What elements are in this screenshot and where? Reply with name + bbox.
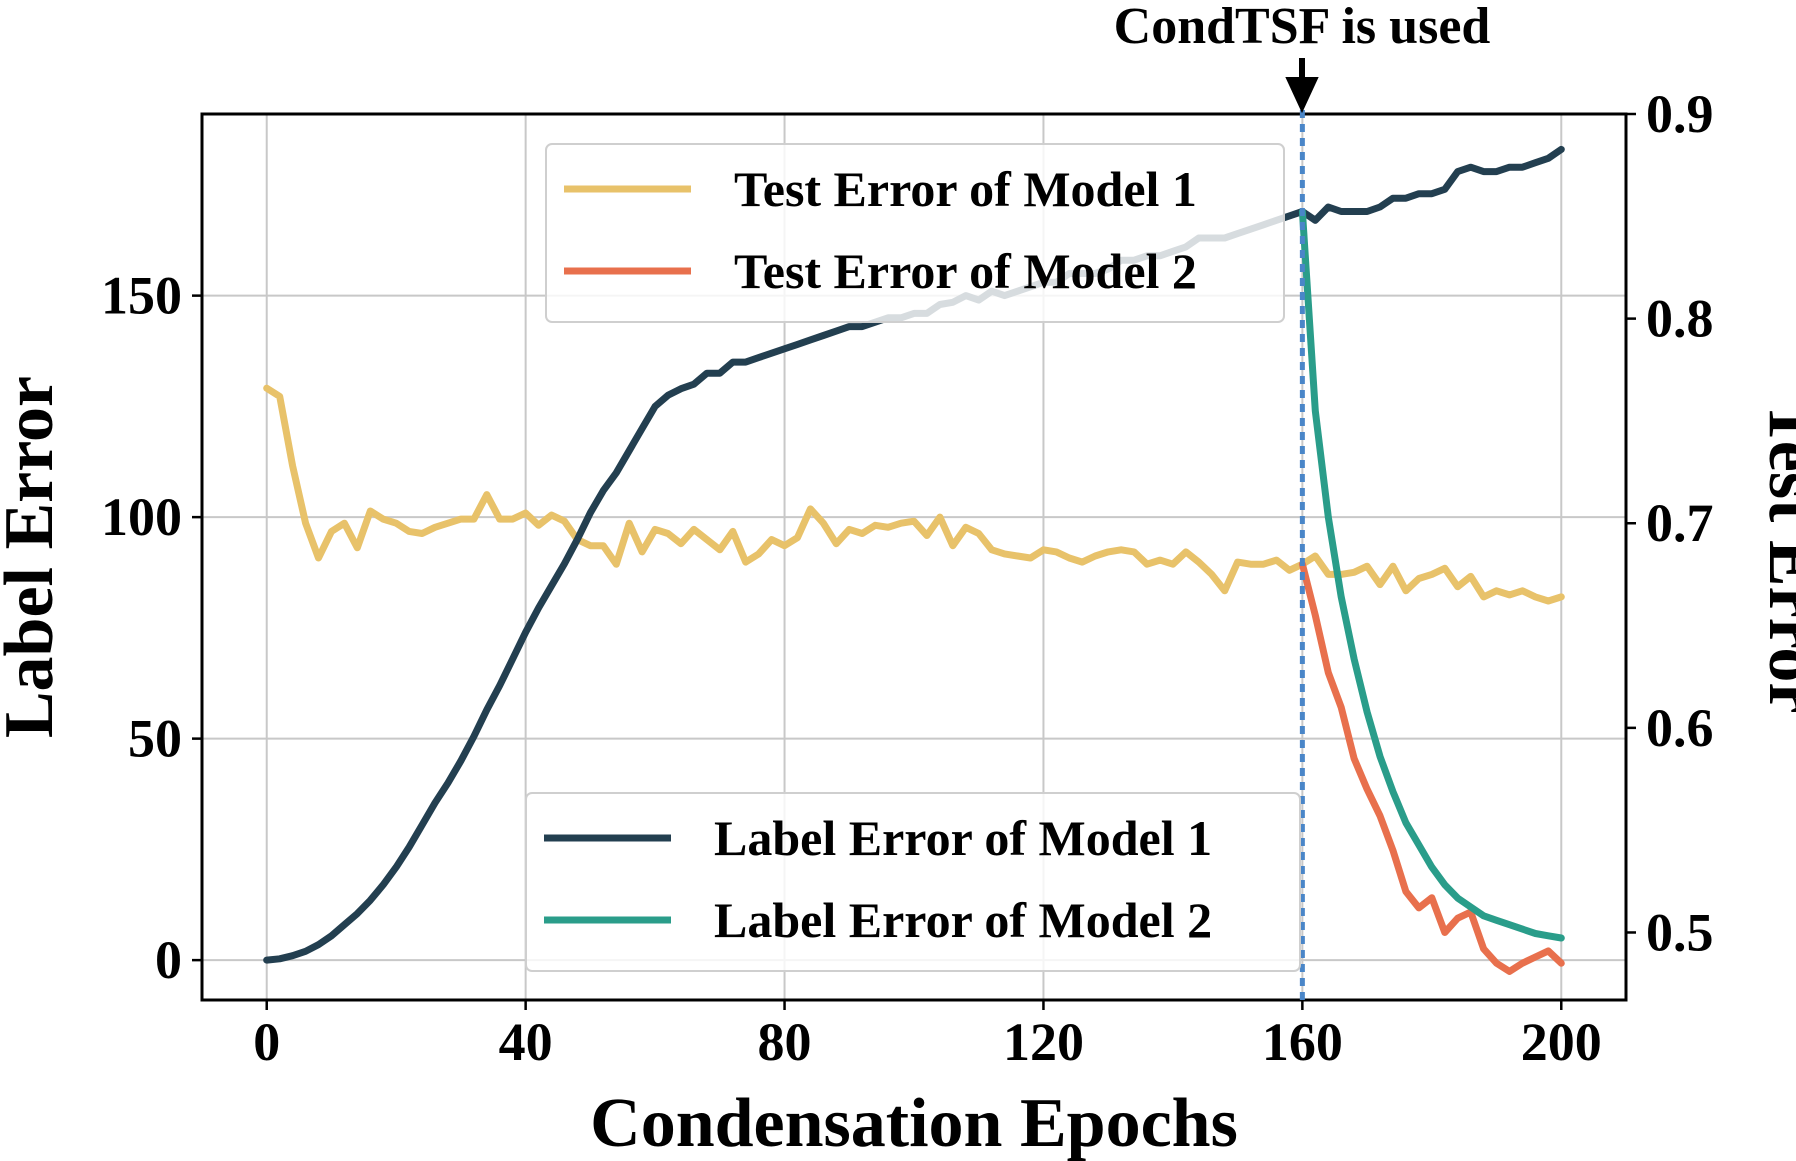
x-tick-label: 120 bbox=[1003, 1012, 1084, 1072]
y-left-tick-label: 150 bbox=[101, 266, 182, 326]
legend-label: Test Error of Model 1 bbox=[734, 161, 1197, 217]
x-tick-label: 160 bbox=[1262, 1012, 1343, 1072]
y-right-tick-label: 0.8 bbox=[1646, 289, 1714, 349]
y-left-tick-label: 50 bbox=[128, 709, 182, 769]
x-axis-title: Condensation Epochs bbox=[590, 1085, 1238, 1161]
legend-box bbox=[525, 792, 1301, 972]
series-line-label-error-of-model-2 bbox=[1298, 208, 1565, 942]
x-tick-label: 80 bbox=[758, 1012, 812, 1072]
axis-ticks: 0 40 80 120 160 200 0 50 100 150 0.5 0.6 0.7 0.8 0.9 bbox=[101, 84, 1714, 1072]
y-left-tick-label: 0 bbox=[155, 930, 182, 990]
annotation-arrow-icon bbox=[1285, 58, 1319, 114]
y-right-tick-label: 0.9 bbox=[1646, 84, 1714, 144]
y-axis-title-left: Label Error bbox=[0, 376, 68, 738]
y-right-tick-label: 0.7 bbox=[1646, 493, 1714, 553]
legend-label: Test Error of Model 2 bbox=[734, 243, 1197, 299]
plot-frame bbox=[200, 112, 1628, 1002]
legend-box bbox=[545, 143, 1285, 323]
x-tick-label: 40 bbox=[499, 1012, 553, 1072]
y-right-tick-label: 0.6 bbox=[1646, 698, 1714, 758]
y-left-tick-label: 100 bbox=[101, 487, 182, 547]
legend-label: Label Error of Model 2 bbox=[714, 892, 1212, 948]
y-right-tick-label: 0.5 bbox=[1646, 902, 1714, 962]
series-line-test-error-of-model-1 bbox=[263, 384, 1565, 605]
x-tick-label: 0 bbox=[253, 1012, 280, 1072]
series-line-test-error-of-model-2 bbox=[1298, 560, 1565, 975]
x-tick-label: 200 bbox=[1521, 1012, 1602, 1072]
y-axis-title-right: Test Error bbox=[1754, 400, 1796, 713]
legend-label: Label Error of Model 1 bbox=[714, 810, 1212, 866]
legends: Test Error of Model 1 Test Error of Model… bbox=[525, 143, 1301, 972]
annotation-text: CondTSF is used bbox=[1114, 0, 1491, 55]
